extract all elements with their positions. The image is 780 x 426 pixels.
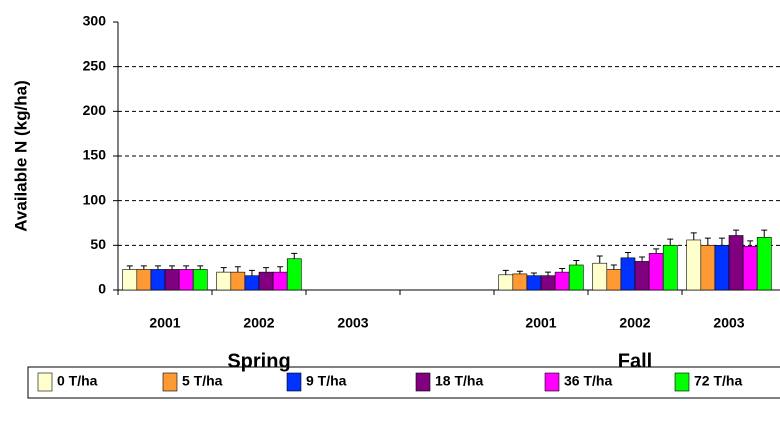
legend-swatch <box>162 372 178 392</box>
error-bar <box>596 255 603 264</box>
bar <box>286 258 302 291</box>
y-tick-label: 250 <box>83 57 107 73</box>
x-tick-label: 2001 <box>525 315 556 331</box>
error-bar <box>197 265 204 270</box>
group-label: Fall <box>618 350 652 372</box>
bar <box>648 253 664 291</box>
legend-swatch <box>37 372 53 392</box>
x-tick-label: 2002 <box>619 315 650 331</box>
bar <box>258 271 274 291</box>
x-tick-label: 2001 <box>149 315 180 331</box>
error-bar <box>154 265 161 270</box>
error-bar <box>126 265 133 270</box>
error-bar <box>183 265 190 270</box>
y-tick-label: 100 <box>83 191 107 207</box>
error-bar <box>610 264 617 270</box>
bar <box>714 245 730 291</box>
x-tick-label: 2003 <box>337 315 368 331</box>
bar <box>150 269 166 291</box>
bar <box>122 269 138 291</box>
error-bar <box>277 266 284 273</box>
error-bar <box>653 248 660 254</box>
error-bar <box>667 238 674 246</box>
error-bar <box>761 229 768 238</box>
bar <box>164 269 180 291</box>
error-bar <box>248 269 255 276</box>
bar <box>592 262 608 291</box>
legend-swatch <box>674 372 690 392</box>
bar <box>568 264 584 291</box>
error-bar <box>733 229 740 236</box>
bar <box>686 239 702 291</box>
error-bar <box>291 252 298 259</box>
error-bar <box>502 269 509 275</box>
bar <box>620 257 636 291</box>
bar <box>244 275 260 291</box>
error-bar <box>639 256 646 262</box>
bar <box>756 236 772 291</box>
error-bar <box>169 265 176 270</box>
error-bar <box>234 266 241 273</box>
error-bar <box>559 268 566 273</box>
bar <box>230 271 246 291</box>
legend-label: 0 T/ha <box>57 373 98 389</box>
bar <box>216 271 232 291</box>
bar <box>192 269 208 291</box>
error-bar <box>263 267 270 273</box>
bar <box>272 271 288 291</box>
y-tick-label: 0 <box>98 281 106 297</box>
legend-box <box>27 366 780 399</box>
y-tick-label: 300 <box>83 13 107 29</box>
group-label: Spring <box>227 350 290 372</box>
y-tick-label: 50 <box>90 236 106 252</box>
bar <box>742 245 758 291</box>
bar <box>540 275 556 291</box>
error-bar <box>530 272 537 276</box>
legend-swatch <box>415 372 431 392</box>
error-bar <box>516 270 523 274</box>
bar <box>512 273 528 291</box>
bar <box>606 269 622 291</box>
error-bar <box>545 271 552 276</box>
bar <box>700 245 716 291</box>
legend-label: 9 T/ha <box>306 373 347 389</box>
bar <box>178 269 194 291</box>
legend-label: 18 T/ha <box>435 373 483 389</box>
error-bar <box>573 260 580 265</box>
bar <box>498 274 514 291</box>
bar <box>728 235 744 291</box>
legend-swatch <box>544 372 560 392</box>
error-bar <box>140 265 147 270</box>
bar <box>136 269 152 291</box>
bar <box>526 275 542 291</box>
bar <box>554 271 570 291</box>
y-axis-label: Available N (kg/ha) <box>11 80 30 231</box>
y-tick-label: 200 <box>83 102 107 118</box>
error-bar <box>624 251 631 258</box>
bar <box>634 261 650 291</box>
x-tick-label: 2003 <box>713 315 744 331</box>
bar <box>662 245 678 291</box>
x-tick-label: 2002 <box>243 315 274 331</box>
error-bar <box>747 240 754 247</box>
legend-label: 36 T/ha <box>564 373 612 389</box>
legend-swatch <box>286 372 302 392</box>
legend-label: 72 T/ha <box>694 373 742 389</box>
error-bar <box>704 237 711 246</box>
legend-label: 5 T/ha <box>182 373 223 389</box>
error-bar <box>690 232 697 240</box>
y-tick-label: 150 <box>83 147 107 163</box>
error-bar <box>220 267 227 273</box>
error-bar <box>718 237 725 246</box>
